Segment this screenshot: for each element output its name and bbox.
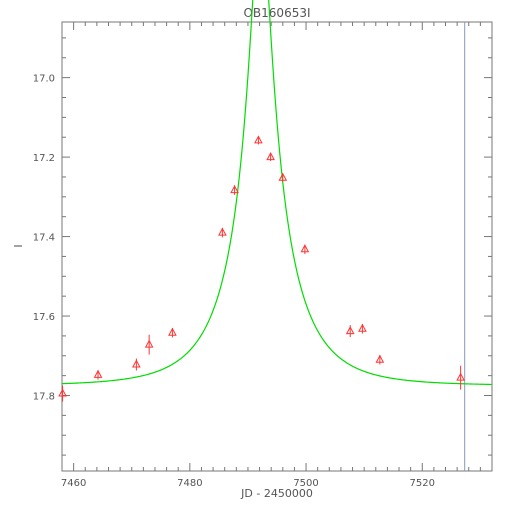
data-point (95, 370, 102, 380)
data-point (347, 325, 354, 337)
y-axis-label: I (12, 244, 25, 247)
data-point (376, 355, 383, 365)
axis-ticks (62, 22, 492, 471)
data-point (457, 366, 464, 390)
data-point (267, 153, 274, 161)
data-point (133, 359, 140, 371)
data-point (146, 335, 153, 355)
data-point (359, 324, 366, 334)
y-tick-label: 17.4 (33, 233, 55, 244)
x-tick-label: 7460 (61, 478, 86, 489)
data-point (59, 386, 66, 402)
chart-title: OB160653I (243, 6, 310, 20)
data-point (169, 328, 176, 338)
x-tick-label: 7520 (410, 478, 435, 489)
data-point (301, 245, 308, 255)
x-tick-label: 7480 (177, 478, 202, 489)
y-tick-label: 17.6 (33, 312, 55, 323)
data-point (255, 136, 262, 144)
y-tick-label: 17.2 (33, 153, 55, 164)
data-point (219, 228, 226, 238)
plot-frame (62, 22, 492, 471)
data-point (279, 174, 286, 182)
x-axis-label: JD - 2450000 (240, 487, 313, 500)
y-tick-label: 17.8 (33, 392, 55, 403)
y-tick-label: 17.0 (33, 74, 55, 85)
model-fit-curve (62, 0, 492, 384)
data-points (59, 136, 464, 401)
